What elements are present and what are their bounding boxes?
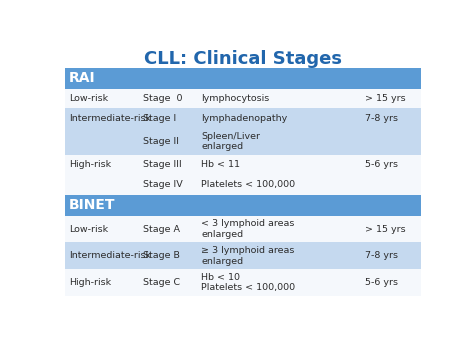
- Text: Stage IV: Stage IV: [143, 180, 182, 189]
- Text: Low-risk: Low-risk: [69, 94, 108, 103]
- Text: Stage I: Stage I: [143, 114, 176, 123]
- Bar: [65, 175, 421, 195]
- Text: 7-8 yrs: 7-8 yrs: [365, 251, 398, 261]
- Text: CLL: Clinical Stages: CLL: Clinical Stages: [144, 50, 342, 67]
- Text: Stage II: Stage II: [143, 137, 179, 146]
- Text: Intermediate-risk: Intermediate-risk: [69, 114, 151, 123]
- Text: Stage III: Stage III: [143, 160, 182, 170]
- Text: ≥ 3 lymphoid areas
enlarged: ≥ 3 lymphoid areas enlarged: [201, 246, 295, 266]
- Text: > 15 yrs: > 15 yrs: [365, 94, 406, 103]
- Text: BINET: BINET: [68, 198, 115, 212]
- Text: lymphadenopathy: lymphadenopathy: [201, 114, 288, 123]
- Text: Stage A: Stage A: [143, 224, 180, 234]
- Text: < 3 lymphoid areas
enlarged: < 3 lymphoid areas enlarged: [201, 219, 295, 239]
- Bar: [65, 195, 421, 216]
- Text: Stage B: Stage B: [143, 251, 180, 261]
- Bar: [65, 89, 421, 109]
- Text: High-risk: High-risk: [69, 160, 111, 170]
- Text: High-risk: High-risk: [69, 278, 111, 287]
- Bar: [65, 242, 421, 269]
- Bar: [65, 269, 421, 296]
- Text: Spleen/Liver
enlarged: Spleen/Liver enlarged: [201, 132, 260, 151]
- Text: RAI: RAI: [68, 71, 95, 85]
- Text: 5-6 yrs: 5-6 yrs: [365, 160, 398, 170]
- Text: lymphocytosis: lymphocytosis: [201, 94, 270, 103]
- Text: 7-8 yrs: 7-8 yrs: [365, 114, 398, 123]
- Bar: [65, 109, 421, 128]
- Text: Platelets < 100,000: Platelets < 100,000: [201, 180, 296, 189]
- Bar: [65, 68, 421, 89]
- Text: Low-risk: Low-risk: [69, 224, 108, 234]
- Bar: [65, 216, 421, 242]
- Text: 5-6 yrs: 5-6 yrs: [365, 278, 398, 287]
- Text: > 15 yrs: > 15 yrs: [365, 224, 406, 234]
- Text: Hb < 11: Hb < 11: [201, 160, 240, 170]
- Text: Hb < 10
Platelets < 100,000: Hb < 10 Platelets < 100,000: [201, 273, 296, 292]
- Bar: [65, 155, 421, 175]
- Bar: [65, 128, 421, 155]
- Text: Intermediate-risk: Intermediate-risk: [69, 251, 151, 261]
- Text: Stage  0: Stage 0: [143, 94, 182, 103]
- Text: Stage C: Stage C: [143, 278, 180, 287]
